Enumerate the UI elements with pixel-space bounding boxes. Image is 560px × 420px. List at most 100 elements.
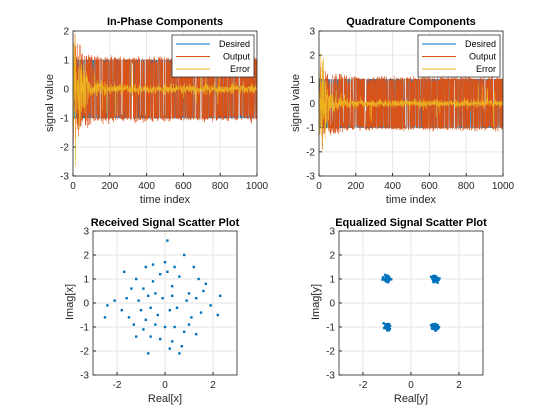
scatter-point: [161, 297, 164, 300]
scatter-point: [432, 324, 436, 328]
x-axis-label: Real[x]: [148, 393, 182, 405]
legend-label: Output: [469, 52, 497, 62]
y-tick-label: -1: [326, 323, 335, 334]
x-tick-label: 2: [456, 380, 462, 391]
chart-title: Quadrature Components: [346, 16, 476, 28]
scatter-point: [151, 263, 155, 266]
received-scatter-axes: Received Signal Scatter Plot Real[x] Ima…: [64, 217, 240, 405]
legend-label: Desired: [219, 39, 250, 49]
scatter-point: [432, 326, 435, 330]
y-tick-label: 2: [309, 51, 315, 62]
scatter-point: [381, 276, 385, 279]
scatter-point: [386, 277, 389, 280]
y-tick-label: 2: [329, 251, 335, 262]
scatter-point: [435, 327, 439, 331]
scatter-point: [438, 277, 441, 280]
legend: Desired Output Error: [417, 34, 501, 78]
scatter-point: [436, 281, 439, 284]
scatter-point: [382, 322, 385, 325]
y-tick-label: -2: [326, 347, 335, 358]
scatter-point: [156, 313, 159, 317]
scatter-point: [103, 316, 107, 319]
scatter-point: [142, 328, 145, 331]
x-tick-label: 800: [212, 181, 229, 192]
scatter-point: [120, 309, 123, 312]
y-tick-label: -3: [326, 371, 335, 382]
scatter-point: [135, 277, 138, 281]
scatter-point: [154, 292, 157, 295]
scatter-point: [135, 335, 138, 338]
series-error-line: [73, 34, 257, 167]
scatter-point: [436, 323, 439, 327]
scatter-point: [173, 325, 176, 329]
legend: Desired Output Error: [171, 34, 255, 78]
scatter-point: [168, 347, 171, 350]
axes-frame: [338, 230, 484, 376]
scatter-point: [216, 313, 219, 317]
x-tick-label: 1000: [492, 181, 515, 192]
x-tick-label: 200: [101, 181, 118, 192]
scatter-point: [127, 316, 131, 319]
scatter-point: [435, 276, 439, 280]
y-tick-label: -1: [306, 123, 315, 134]
x-tick-label: 0: [70, 181, 76, 192]
y-tick-label: -2: [80, 347, 89, 358]
y-tick-label: 0: [309, 99, 315, 110]
scatter-point: [180, 345, 183, 348]
scatter-point: [386, 328, 389, 332]
scatter-point: [171, 340, 174, 343]
y-tick-label: -1: [60, 114, 69, 125]
scatter-point: [431, 327, 434, 330]
scatter-point: [434, 277, 437, 280]
scatter-point: [151, 280, 155, 283]
scatter-point: [385, 323, 389, 327]
scatter-point: [183, 253, 186, 257]
scatter-point: [187, 292, 191, 295]
scatter-point: [386, 326, 390, 329]
scatter-point: [163, 261, 167, 264]
y-tick-label: 0: [83, 299, 89, 310]
scatter-points: [381, 273, 441, 332]
scatter-point: [384, 279, 388, 283]
y-tick-label: -3: [306, 172, 315, 183]
scatter-point: [209, 304, 212, 307]
scatter-point: [219, 294, 222, 297]
scatter-point: [137, 299, 140, 302]
scatter-point: [147, 294, 150, 297]
y-tick-label: 0: [329, 299, 335, 310]
in-phase-axes: In-Phase Components time index signal va…: [44, 16, 269, 206]
series-lines: [319, 53, 503, 151]
scatter-point: [429, 275, 433, 279]
scatter-points: [103, 239, 222, 355]
scatter-point: [387, 279, 390, 282]
axes-frame: [72, 30, 258, 177]
scatter-point: [142, 287, 145, 290]
y-tick-label: -2: [60, 143, 69, 154]
scatter-point: [388, 324, 392, 328]
scatter-point: [202, 289, 205, 293]
scatter-point: [175, 306, 179, 309]
scatter-point: [437, 325, 441, 329]
scatter-point: [195, 333, 198, 336]
scatter-point: [166, 239, 169, 242]
scatter-point: [166, 270, 169, 273]
axes-frame: [92, 230, 238, 376]
x-tick-label: 0: [408, 380, 414, 391]
y-tick-label: 2: [83, 251, 89, 262]
x-tick-label: 0: [316, 181, 322, 192]
scatter-point: [195, 297, 198, 300]
y-tick-label: -2: [306, 147, 315, 158]
scatter-point: [149, 306, 152, 309]
scatter-point: [168, 309, 171, 312]
scatter-point: [381, 278, 384, 281]
y-tick-label: 2: [63, 27, 69, 38]
scatter-point: [382, 278, 386, 281]
legend-label: Output: [223, 52, 251, 62]
scatter-point: [144, 318, 147, 321]
y-tick-label: 0: [63, 85, 69, 96]
x-tick-label: 200: [347, 181, 364, 192]
scatter-point: [178, 275, 181, 278]
x-axis-label: time index: [386, 194, 437, 206]
scatter-point: [187, 323, 191, 326]
scatter-point: [432, 274, 435, 278]
